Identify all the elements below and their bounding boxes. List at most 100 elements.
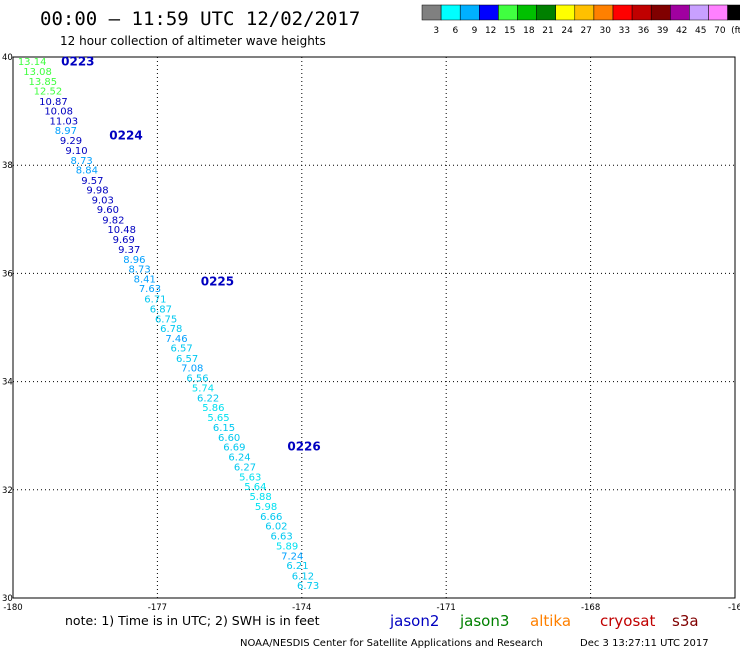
colorbar-label: 15 (504, 26, 515, 36)
swh-value-label: 10.08 (44, 107, 73, 118)
footer-credit: NOAA/NESDIS Center for Satellite Applica… (240, 638, 543, 649)
colorbar-swatch (498, 4, 518, 21)
swh-value-label: 8.73 (71, 156, 93, 167)
swh-value-label: 10.48 (107, 225, 136, 236)
swh-value-label: 5.86 (202, 403, 224, 414)
colorbar-swatch (555, 4, 576, 21)
swh-value-label: 9.29 (60, 136, 82, 147)
swh-value-label: 11.03 (50, 116, 79, 127)
legend-altika: altika (530, 612, 571, 630)
swh-value-label: 7.46 (165, 334, 187, 345)
x-tick-label: -168 (581, 603, 600, 613)
colorbar-label: 30 (600, 26, 612, 36)
swh-value-label: 6.63 (270, 531, 292, 542)
swh-value-label: 9.57 (81, 176, 103, 187)
grid-lines (13, 57, 735, 598)
colorbar-swatch (727, 4, 740, 21)
legend-jason3: jason3 (459, 612, 509, 630)
x-tick-label: -177 (148, 603, 167, 613)
swh-value-label: 5.64 (244, 482, 266, 493)
x-axis-ticks: -180 -177 -174 -171 -168 -16 (3, 603, 740, 613)
y-tick-label: 32 (2, 486, 13, 496)
x-tick-label: -174 (292, 603, 311, 613)
swh-value-label: 5.65 (207, 413, 229, 424)
colorbar-label: 33 (619, 26, 630, 36)
y-axis-ticks: 40 38 36 34 32 30 (2, 53, 13, 604)
colorbar-swatch (612, 4, 633, 21)
swh-value-label: 6.69 (223, 443, 245, 454)
swh-value-label: 5.88 (249, 492, 271, 503)
swh-value-label: 8.96 (123, 255, 145, 266)
swh-value-label: 6.56 (186, 373, 208, 384)
swh-value-label: 6.21 (286, 561, 308, 572)
colorbar-label: 36 (638, 26, 650, 36)
y-tick-label: 40 (2, 53, 13, 63)
colorbar-label: 21 (542, 26, 553, 36)
pass-time-label: 0225 (201, 275, 234, 289)
y-tick-label: 30 (2, 594, 13, 604)
swh-value-label: 6.12 (292, 571, 314, 582)
swh-value-label: 9.10 (65, 146, 87, 157)
legend-jason2: jason2 (389, 612, 439, 630)
swh-value-label: 8.73 (128, 265, 150, 276)
swh-value-label: 5.89 (276, 542, 298, 553)
colorbar-swatch (574, 4, 595, 21)
swh-value-label: 6.71 (144, 294, 166, 305)
pass-time-label: 0224 (109, 128, 142, 142)
data-points: 13.1413.0813.8512.5210.8710.0811.038.979… (18, 57, 319, 592)
colorbar-swatch (479, 4, 499, 21)
swh-value-label: 6.27 (234, 463, 256, 474)
colorbar-swatch (459, 4, 480, 21)
colorbar-swatch (536, 4, 556, 21)
x-tick-label: -16 (728, 603, 740, 613)
swh-value-label: 12.52 (34, 87, 63, 98)
swh-value-label: 6.22 (197, 393, 219, 404)
pass-time-label: 0226 (287, 440, 320, 454)
colorbar-label: 39 (657, 26, 669, 36)
y-tick-label: 34 (2, 378, 13, 388)
colorbar-label: 24 (561, 26, 573, 36)
colorbar-label: 45 (695, 26, 706, 36)
swh-value-label: 9.60 (97, 205, 119, 216)
x-tick-label: -171 (437, 603, 456, 613)
colorbar-label: 42 (676, 26, 687, 36)
plot-frame (12, 56, 736, 599)
swh-value-label: 9.03 (92, 195, 114, 206)
colorbar-swatch (670, 4, 690, 21)
swh-value-label: 7.24 (281, 551, 303, 562)
swh-value-label: 8.41 (134, 274, 156, 285)
colorbar-swatch (517, 4, 537, 21)
swh-value-label: 5.74 (192, 384, 214, 395)
subtitle: 12 hour collection of altimeter wave hei… (60, 34, 326, 48)
swh-value-label: 5.63 (239, 472, 261, 483)
swh-value-label: 6.57 (176, 354, 198, 365)
swh-value-label: 6.73 (297, 581, 319, 592)
colorbar-swatch (631, 4, 652, 21)
swh-value-label: 6.87 (150, 305, 172, 316)
swh-value-label: 8.97 (55, 126, 77, 137)
swh-value-label: 9.37 (118, 245, 140, 256)
note-text: note: 1) Time is in UTC; 2) SWH is in fe… (65, 613, 320, 628)
colorbar-label: 27 (580, 26, 591, 36)
swh-value-label: 6.15 (213, 423, 235, 434)
x-tick-label: -180 (3, 603, 22, 613)
colorbar-swatch (708, 4, 728, 21)
colorbar-swatch (593, 4, 614, 21)
swh-value-label: 6.57 (171, 344, 193, 355)
swh-value-label: 9.82 (102, 215, 124, 226)
swh-value-label: 9.98 (86, 186, 108, 197)
swh-value-label: 10.87 (39, 97, 68, 108)
swh-value-label: 6.66 (260, 512, 282, 523)
legend-s3a: s3a (672, 612, 699, 630)
swh-value-label: 8.84 (76, 166, 98, 177)
swh-value-label: 7.08 (181, 364, 203, 375)
legend-cryosat: cryosat (600, 612, 655, 630)
swh-value-label: 13.14 (18, 57, 47, 68)
satellite-legend: jason2 jason3 altika cryosat s3a (389, 612, 699, 630)
colorbar-swatch (440, 4, 461, 21)
swh-value-label: 6.78 (160, 324, 182, 335)
colorbar-swatch (650, 4, 671, 21)
colorbar-label: 12 (485, 26, 496, 36)
